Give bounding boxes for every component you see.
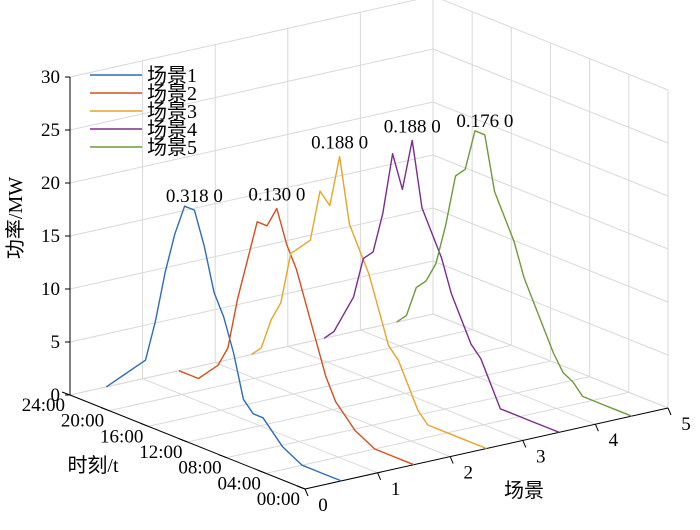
time-tick-label: 24:00 (22, 395, 65, 416)
time-tick-mark (179, 438, 188, 443)
time-tick-label: 00:00 (257, 489, 300, 510)
time-tick-mark (296, 485, 306, 490)
z-axis-label: 功率/MW (4, 177, 27, 259)
z-tick-label: 15 (41, 226, 60, 247)
legend-label: 场景3 (147, 100, 197, 123)
z-tick-label: 20 (41, 173, 60, 194)
axis-layer: 05101520253000:0004:0008:0012:0016:0020:… (22, 67, 691, 516)
z-tick-label: 30 (41, 67, 60, 88)
series-line-3 (251, 155, 487, 450)
peak-annotation-5: 0.176 0 (456, 111, 513, 132)
scene-tick-mark (304, 488, 309, 497)
scene-tick-label: 0 (318, 495, 328, 516)
legend-label: 场景5 (147, 136, 197, 159)
scene-axis-label: 场景 (504, 479, 544, 502)
time-tick-mark (61, 391, 71, 396)
grid-line (69, 260, 434, 343)
time-tick-mark (257, 469, 267, 474)
series-line-2 (178, 207, 415, 466)
z-tick-label: 0 (51, 385, 61, 406)
annotation-layer: 0.318 0 0.130 0 0.188 0 0.188 0 0.176 0 (166, 111, 513, 207)
series-line-4 (323, 139, 560, 433)
peak-annotation-2: 0.130 0 (248, 184, 305, 205)
legend-label: 场景4 (147, 118, 197, 141)
series-layer (105, 130, 632, 482)
grid-line (69, 207, 434, 290)
scene-tick-mark (522, 440, 527, 448)
time-tick-label: 12:00 (139, 442, 182, 463)
grid-line (69, 101, 434, 184)
time-tick-label: 08:00 (178, 458, 221, 479)
time-axis-label: 时刻/t (67, 454, 119, 477)
z-tick-label: 5 (51, 332, 61, 353)
grid-line (69, 0, 418, 78)
legend-label: 场景2 (147, 82, 197, 105)
time-tick-mark (218, 454, 227, 459)
time-tick-label: 04:00 (218, 473, 261, 494)
grid-layer (69, 0, 669, 490)
peak-annotation-4: 0.188 0 (384, 116, 441, 137)
scene-tick-label: 4 (609, 430, 619, 451)
peak-annotation-1: 0.318 0 (166, 186, 223, 207)
grid-line (187, 360, 551, 443)
scene-tick-label: 1 (391, 479, 401, 500)
series-line-1 (105, 205, 342, 482)
grid-line (69, 154, 434, 237)
z-tick-label: 25 (41, 120, 60, 141)
time-tick-label: 20:00 (61, 411, 104, 432)
legend-label: 场景1 (147, 64, 197, 87)
peak-annotation-3: 0.188 0 (311, 133, 368, 154)
scene-tick-label: 5 (681, 414, 691, 435)
scene-tick-label: 3 (536, 446, 546, 467)
scene-tick-label: 2 (463, 463, 473, 484)
scene-tick-mark (667, 407, 672, 416)
time-tick-label: 16:00 (100, 426, 143, 447)
series-line-5 (396, 130, 632, 417)
scene-tick-mark (594, 424, 599, 432)
time-tick-mark (140, 422, 149, 427)
z-tick-label: 10 (41, 279, 60, 300)
scene-tick-mark (377, 472, 382, 480)
grid-line (109, 329, 473, 412)
time-tick-mark (100, 407, 110, 412)
grid-line (69, 48, 434, 131)
grid-line (226, 376, 590, 459)
scene-tick-mark (449, 456, 454, 464)
